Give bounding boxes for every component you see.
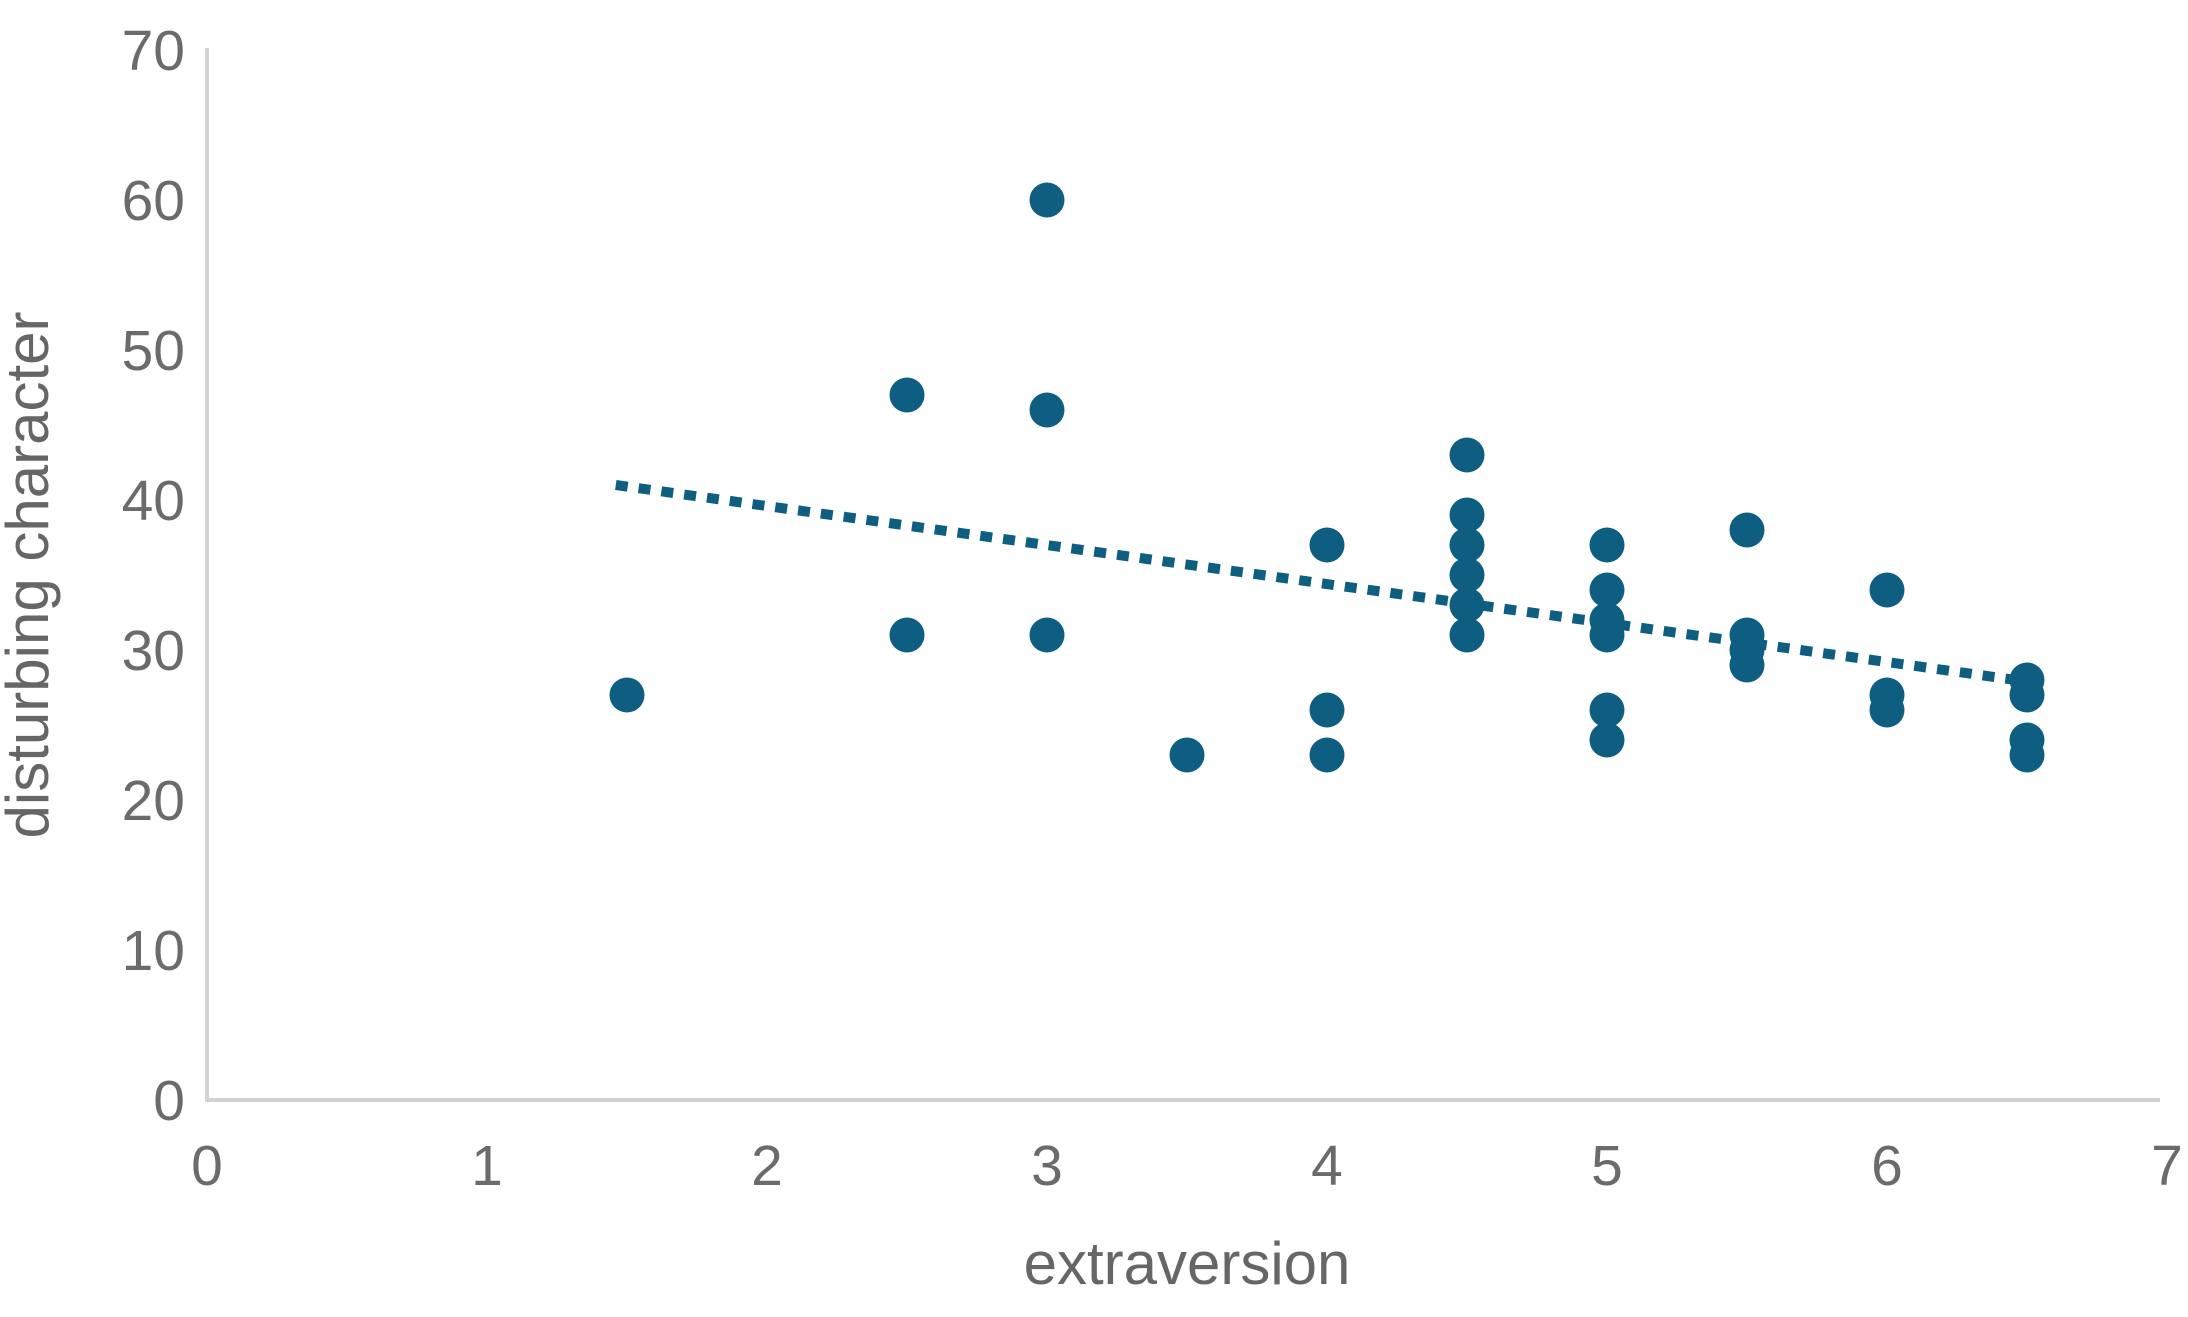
data-point [2009, 737, 2045, 773]
tick-labels: 0 10 20 30 40 50 60 70 0 1 2 3 4 5 6 7 [122, 19, 2183, 1198]
data-point [1449, 557, 1485, 593]
data-point [1589, 572, 1625, 608]
data-point [1309, 737, 1345, 773]
data-point [1869, 572, 1905, 608]
y-tick-label: 10 [122, 919, 185, 983]
data-point [1869, 692, 1905, 728]
trend-line [615, 480, 2017, 685]
y-axis-title: disturbing character [0, 312, 61, 839]
data-point [609, 677, 645, 713]
data-points [609, 182, 2045, 773]
data-point [1169, 737, 1205, 773]
x-tick-label: 7 [2151, 1134, 2183, 1198]
x-tick-label: 5 [1591, 1134, 1623, 1198]
x-tick-label: 1 [471, 1134, 503, 1198]
x-tick-label: 2 [751, 1134, 783, 1198]
data-point [1449, 437, 1485, 473]
data-point [2009, 677, 2045, 713]
y-tick-label: 40 [122, 469, 185, 533]
x-tick-label: 6 [1871, 1134, 1903, 1198]
data-point [1729, 512, 1765, 548]
data-point [889, 377, 925, 413]
y-tick-label: 60 [122, 169, 185, 233]
trendline [615, 480, 2017, 685]
data-point [1029, 392, 1065, 428]
axes [205, 48, 2160, 1102]
data-point [1029, 182, 1065, 218]
data-point [1589, 722, 1625, 758]
x-tick-label: 0 [191, 1134, 223, 1198]
y-tick-label: 30 [122, 619, 185, 683]
x-axis-title: extraversion [1024, 1230, 1351, 1297]
data-point [1029, 617, 1065, 653]
y-tick-label: 70 [122, 19, 185, 83]
data-point [1729, 647, 1765, 683]
data-point [1449, 617, 1485, 653]
x-tick-label: 3 [1031, 1134, 1063, 1198]
y-tick-label: 50 [122, 319, 185, 383]
data-point [1589, 527, 1625, 563]
data-point [889, 617, 925, 653]
data-point [1449, 587, 1485, 623]
y-tick-label: 20 [122, 769, 185, 833]
data-point [1449, 527, 1485, 563]
x-tick-label: 4 [1311, 1134, 1343, 1198]
y-tick-label: 0 [153, 1069, 185, 1133]
data-point [1309, 692, 1345, 728]
data-point [1309, 527, 1345, 563]
data-point [1449, 497, 1485, 533]
data-point [1589, 692, 1625, 728]
data-point [1589, 617, 1625, 653]
